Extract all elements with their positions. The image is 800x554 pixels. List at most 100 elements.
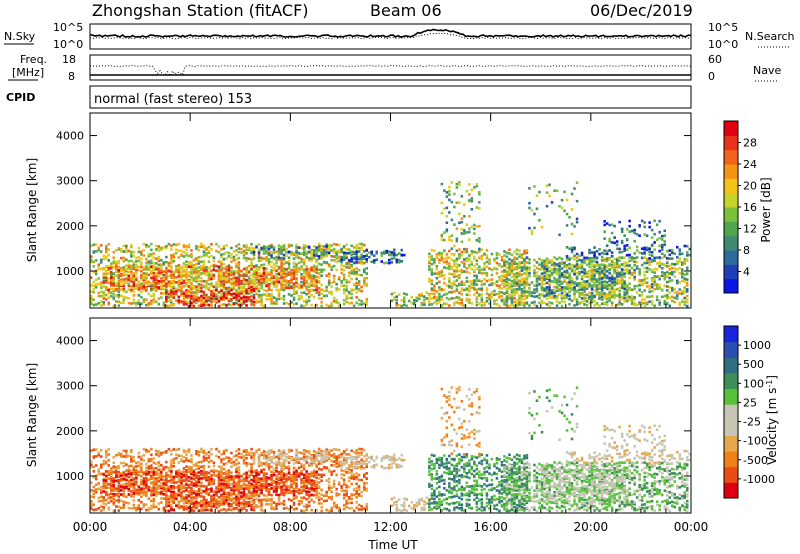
backscatter-cell [663, 271, 666, 275]
backscatter-cell [92, 287, 95, 291]
backscatter-cell [645, 301, 649, 304]
backscatter-cell [347, 271, 351, 275]
backscatter-cell [285, 301, 288, 305]
backscatter-cell [650, 277, 654, 280]
backscatter-cell [187, 294, 191, 297]
backscatter-cell [160, 280, 163, 283]
backscatter-cell [222, 296, 226, 300]
backscatter-cell [493, 282, 496, 285]
backscatter-cell [663, 284, 666, 287]
backscatter-cell [127, 282, 131, 286]
backscatter-cell [345, 254, 348, 257]
backscatter-cell [545, 297, 549, 301]
backscatter-cell [170, 506, 173, 509]
backscatter-cell [352, 256, 356, 259]
backscatter-cell [137, 499, 141, 502]
backscatter-cell [207, 286, 211, 290]
backscatter-cell [162, 246, 166, 249]
backscatter-cell [478, 201, 481, 204]
backscatter-cell [548, 194, 551, 198]
backscatter-cell [558, 205, 561, 208]
backscatter-cell [357, 250, 361, 253]
backscatter-cell [255, 273, 258, 276]
backscatter-cell [100, 281, 103, 284]
y-tick-label: 4000 [56, 130, 84, 143]
backscatter-cell [650, 285, 654, 289]
backscatter-cell [510, 264, 514, 268]
backscatter-cell [403, 296, 406, 299]
backscatter-cell [145, 508, 148, 512]
backscatter-cell [423, 303, 426, 306]
backscatter-cell [222, 295, 226, 298]
backscatter-cell [175, 290, 178, 293]
backscatter-cell [227, 251, 231, 255]
backscatter-cell [310, 256, 313, 260]
backscatter-cell [435, 290, 439, 293]
backscatter-cell [170, 459, 173, 462]
backscatter-cell [127, 249, 131, 253]
backscatter-cell [130, 244, 133, 247]
backscatter-cell [270, 288, 273, 292]
backscatter-cell [668, 268, 671, 271]
backscatter-cell [317, 245, 321, 248]
backscatter-cell [455, 288, 459, 291]
backscatter-cell [635, 284, 639, 288]
backscatter-cell [227, 270, 231, 274]
backscatter-cell [170, 270, 173, 273]
backscatter-cell [190, 297, 193, 301]
backscatter-cell [160, 265, 163, 269]
backscatter-cell [478, 256, 481, 260]
backscatter-cell [518, 249, 521, 252]
backscatter-cell [152, 467, 156, 470]
backscatter-cell [310, 277, 313, 281]
backscatter-cell [325, 289, 328, 292]
backscatter-cell [145, 268, 148, 271]
backscatter-cell [473, 232, 476, 235]
backscatter-cell [445, 195, 449, 198]
backscatter-cell [327, 251, 331, 254]
backscatter-cell [120, 294, 123, 298]
backscatter-cell [187, 271, 191, 274]
backscatter-cell [588, 285, 591, 288]
backscatter-cell [658, 249, 661, 253]
backscatter-cell [262, 245, 266, 248]
backscatter-cell [498, 304, 501, 308]
backscatter-cell [190, 304, 193, 307]
backscatter-cell [92, 448, 95, 452]
backscatter-cell [558, 287, 561, 291]
backscatter-cell [540, 299, 544, 302]
backscatter-cell [215, 295, 218, 298]
backscatter-cell [267, 283, 271, 286]
backscatter-cell [360, 300, 363, 303]
backscatter-cell [202, 304, 206, 307]
backscatter-cell [515, 275, 519, 279]
backscatter-cell [590, 266, 594, 270]
freq-panel: Freq. [MHz] 18 8 60 0 Nave [8, 53, 781, 83]
backscatter-cell [237, 468, 241, 472]
backscatter-cell [543, 275, 546, 278]
backscatter-cell [548, 276, 551, 279]
backscatter-cell [495, 298, 499, 302]
backscatter-cell [252, 285, 256, 288]
backscatter-cell [588, 278, 591, 282]
backscatter-cell [132, 267, 136, 271]
backscatter-cell [165, 266, 168, 270]
backscatter-cell [645, 257, 649, 261]
backscatter-cell [222, 467, 226, 471]
backscatter-cell [403, 253, 406, 257]
backscatter-cell [643, 270, 646, 274]
backscatter-cell [618, 301, 621, 304]
backscatter-cell [230, 299, 233, 303]
backscatter-cell [620, 241, 624, 244]
nave-label: Nave [753, 64, 781, 77]
backscatter-cell [182, 467, 186, 470]
backscatter-cell [175, 492, 178, 496]
backscatter-cell [565, 285, 569, 288]
backscatter-cell [590, 263, 594, 267]
backscatter-cell [490, 273, 494, 277]
backscatter-cell [580, 286, 584, 289]
backscatter-cell [122, 503, 126, 507]
backscatter-cell [430, 282, 434, 286]
backscatter-cell [300, 265, 303, 268]
backscatter-cell [568, 290, 571, 294]
